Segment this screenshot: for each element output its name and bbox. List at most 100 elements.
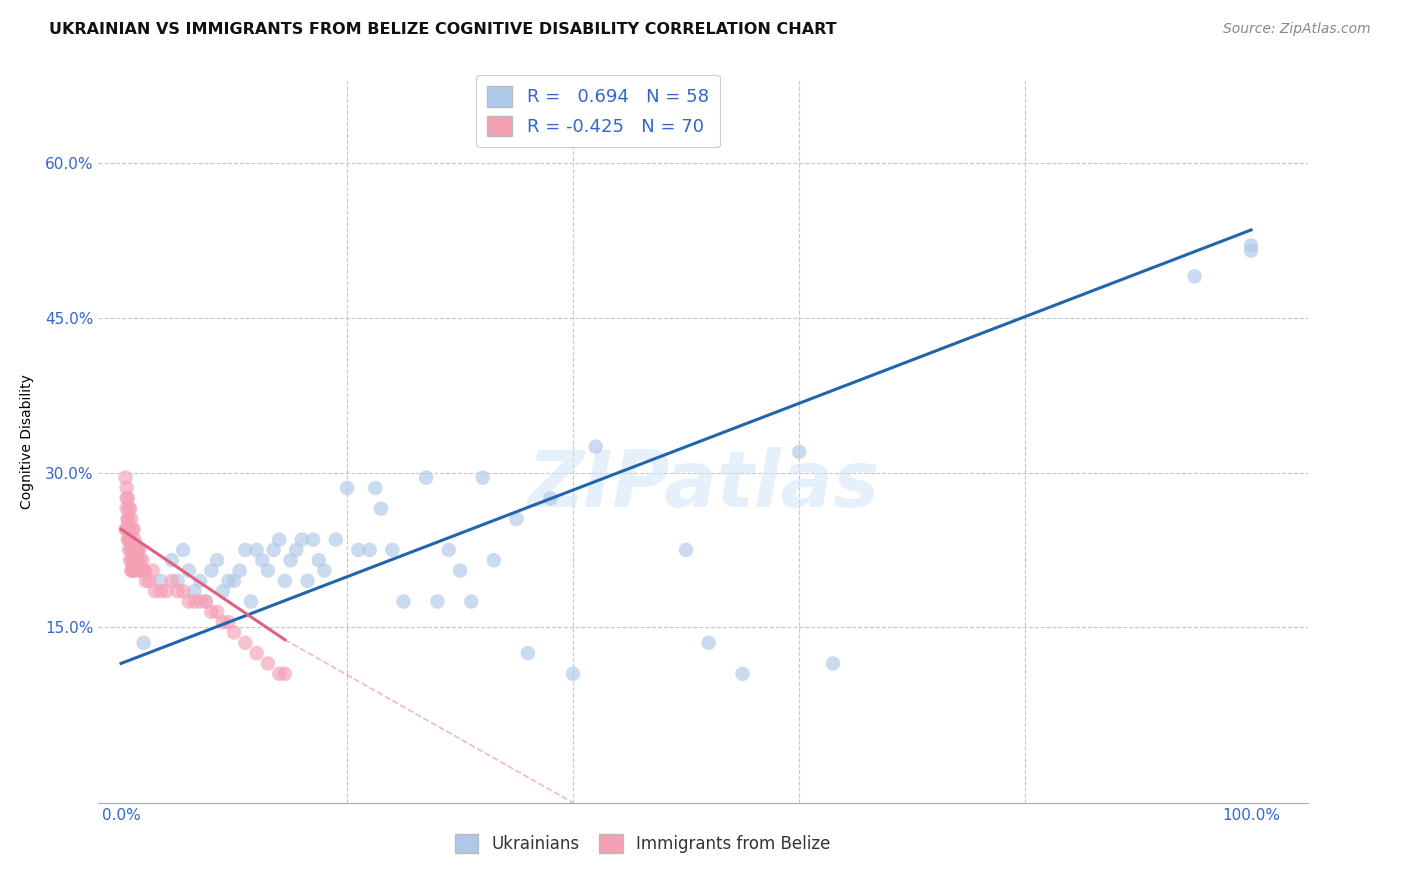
Point xyxy=(142,564,165,578)
Point xyxy=(222,574,245,588)
Point xyxy=(118,533,141,547)
Point xyxy=(120,564,142,578)
Point xyxy=(426,594,449,608)
Point xyxy=(233,636,256,650)
Point xyxy=(138,574,160,588)
Point xyxy=(120,542,142,557)
Point xyxy=(129,553,152,567)
Point xyxy=(124,533,146,547)
Point xyxy=(120,501,142,516)
Point xyxy=(115,501,138,516)
Point xyxy=(205,605,228,619)
Point xyxy=(125,542,148,557)
Point xyxy=(118,542,141,557)
Point xyxy=(166,584,188,599)
Point xyxy=(240,594,263,608)
Point xyxy=(131,553,153,567)
Point xyxy=(449,564,471,578)
Point xyxy=(114,522,136,536)
Point xyxy=(183,584,205,599)
Point xyxy=(172,542,194,557)
Point xyxy=(125,542,148,557)
Point xyxy=(122,553,145,567)
Point xyxy=(124,542,146,557)
Point xyxy=(117,512,139,526)
Point xyxy=(172,584,194,599)
Point xyxy=(128,564,150,578)
Point xyxy=(114,471,136,485)
Point xyxy=(370,501,392,516)
Text: UKRAINIAN VS IMMIGRANTS FROM BELIZE COGNITIVE DISABILITY CORRELATION CHART: UKRAINIAN VS IMMIGRANTS FROM BELIZE COGN… xyxy=(49,22,837,37)
Point xyxy=(120,533,142,547)
Point xyxy=(121,564,143,578)
Point xyxy=(117,512,139,526)
Point xyxy=(314,564,336,578)
Point xyxy=(228,564,250,578)
Point xyxy=(471,471,494,485)
Point xyxy=(125,553,148,567)
Point xyxy=(117,491,139,506)
Point xyxy=(291,533,314,547)
Point xyxy=(134,564,156,578)
Point xyxy=(381,542,404,557)
Point xyxy=(128,542,150,557)
Point xyxy=(155,584,177,599)
Point xyxy=(731,666,754,681)
Point xyxy=(135,574,157,588)
Point xyxy=(675,542,697,557)
Point xyxy=(257,657,280,671)
Point xyxy=(415,471,437,485)
Point xyxy=(246,646,269,660)
Point xyxy=(274,574,297,588)
Point xyxy=(177,564,200,578)
Point xyxy=(516,646,538,660)
Point xyxy=(177,594,200,608)
Point xyxy=(121,542,143,557)
Point xyxy=(211,584,233,599)
Point xyxy=(217,574,239,588)
Text: Source: ZipAtlas.com: Source: ZipAtlas.com xyxy=(1223,22,1371,37)
Point xyxy=(121,553,143,567)
Point xyxy=(131,564,153,578)
Point xyxy=(125,553,148,567)
Point xyxy=(122,564,145,578)
Point xyxy=(460,594,482,608)
Point xyxy=(1240,244,1263,258)
Point xyxy=(122,522,145,536)
Point xyxy=(194,594,217,608)
Point xyxy=(120,533,142,547)
Point xyxy=(257,564,280,578)
Point xyxy=(505,512,527,526)
Point xyxy=(115,481,138,495)
Point xyxy=(274,666,297,681)
Point xyxy=(263,542,285,557)
Text: ZIPatlas: ZIPatlas xyxy=(527,447,879,523)
Point xyxy=(347,542,370,557)
Point xyxy=(308,553,330,567)
Point xyxy=(1240,238,1263,252)
Point xyxy=(217,615,239,630)
Point xyxy=(160,574,183,588)
Point xyxy=(127,553,149,567)
Point xyxy=(336,481,359,495)
Point xyxy=(149,574,172,588)
Point xyxy=(482,553,505,567)
Point xyxy=(200,605,222,619)
Legend: Ukrainians, Immigrants from Belize: Ukrainians, Immigrants from Belize xyxy=(449,827,837,860)
Point xyxy=(297,574,319,588)
Y-axis label: Cognitive Disability: Cognitive Disability xyxy=(20,374,34,509)
Point xyxy=(364,481,387,495)
Point xyxy=(125,542,148,557)
Point xyxy=(118,522,141,536)
Point xyxy=(132,564,155,578)
Point xyxy=(285,542,308,557)
Point xyxy=(117,533,139,547)
Point xyxy=(132,636,155,650)
Point xyxy=(200,564,222,578)
Point xyxy=(115,491,138,506)
Point xyxy=(118,501,141,516)
Point xyxy=(252,553,274,567)
Point xyxy=(183,594,205,608)
Point xyxy=(538,491,561,506)
Point xyxy=(211,615,233,630)
